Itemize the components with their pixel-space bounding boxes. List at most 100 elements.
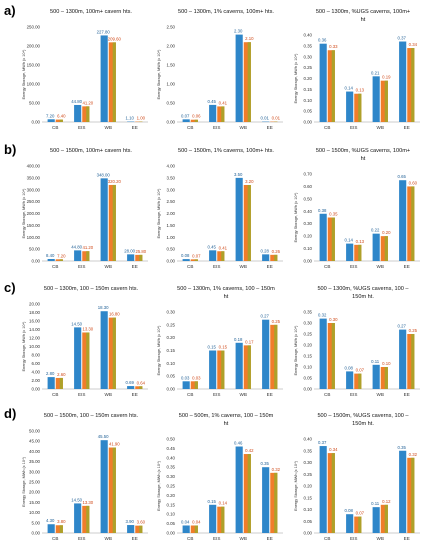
x-category-label: WB <box>105 536 112 541</box>
y-tick-label: 0.05 <box>303 376 312 381</box>
data-label-series-1: 0.28 <box>260 248 269 253</box>
y-tick-label: 0.35 <box>303 43 312 48</box>
chart-title-line: 500 – 500m, 1% caverns, 100 – 150m <box>179 413 274 419</box>
data-label-series-1: 0.07 <box>181 113 190 118</box>
x-category-label: EE <box>132 392 138 397</box>
bar-series-3 <box>247 454 251 533</box>
chart-panel-7: 500 – 1300m, 100 – 150m cavern hts. 0.00 2… <box>22 286 148 397</box>
y-tick-label: 0.00 <box>166 387 175 392</box>
bar-series-2 <box>108 317 116 389</box>
bar-series-1 <box>372 76 380 122</box>
y-tick-label: 2.00 <box>166 211 175 216</box>
x-category-label: WB <box>105 392 112 397</box>
bar-series-2 <box>270 254 278 261</box>
x-category-label: WB <box>240 392 247 397</box>
data-label-series-2: 0.25 <box>409 328 418 333</box>
chart-panel-10: 500 – 1500m, 100 – 150m cavern hts. 0.00 5… <box>22 413 148 541</box>
bar-series-2 <box>55 525 63 533</box>
y-tick-label: 350.00 <box>27 175 41 180</box>
data-label-series-2: 0.41 <box>219 245 228 250</box>
data-label-series-1: 0.35 <box>260 461 269 466</box>
bar-series-1 <box>235 446 243 533</box>
bar-series-2 <box>190 259 198 261</box>
y-tick-label: 0.00 <box>166 531 175 536</box>
data-label-series-1: 14.50 <box>71 497 82 502</box>
y-tick-label: 0.00 <box>31 259 40 264</box>
y-tick-label: 0.25 <box>303 472 312 477</box>
bar-series-1 <box>182 381 190 389</box>
bar-series-1 <box>100 178 108 261</box>
y-tick-label: 12.00 <box>29 336 41 341</box>
x-category-label: EE <box>267 536 273 541</box>
chart-title-line: ht <box>361 17 366 23</box>
data-label-series-1: 0.36 <box>318 38 327 43</box>
x-category-label: EIS <box>78 264 85 269</box>
bar-series-2 <box>270 324 278 389</box>
x-category-label: EE <box>404 392 410 397</box>
row-label-a: a) <box>4 3 16 18</box>
y-tick-label: 1.50 <box>166 223 175 228</box>
bar-series-2 <box>217 251 225 261</box>
data-label-series-2: 13.30 <box>82 500 93 505</box>
bar-series-2 <box>327 50 335 122</box>
bar-series-3 <box>411 186 415 261</box>
data-label-series-2: 0.04 <box>192 519 201 524</box>
y-axis-label: Energy Storage, MWh (x 10⁴) <box>22 49 26 99</box>
data-label-series-1: 0.15 <box>207 345 216 350</box>
x-category-label: EE <box>404 125 410 130</box>
bar-series-1 <box>346 514 354 533</box>
y-tick-label: 0.00 <box>303 387 312 392</box>
bar-series-3 <box>358 373 362 389</box>
data-label-series-2: 0.41 <box>219 100 228 105</box>
chart-title-line: 500 – 1300m, %UGS caverns, 100m+ <box>316 9 410 15</box>
x-category-label: WB <box>105 125 112 130</box>
bar-series-3 <box>221 251 225 261</box>
bar-series-2 <box>108 447 116 533</box>
bar-series-1 <box>47 377 55 389</box>
bar-series-1 <box>235 34 243 122</box>
bar-series-3 <box>411 334 415 389</box>
y-tick-label: 0.00 <box>303 531 312 536</box>
x-category-label: EIS <box>213 125 220 130</box>
bar-series-2 <box>243 454 251 533</box>
x-category-label: EIS <box>78 536 85 541</box>
bar-series-2 <box>243 42 251 123</box>
bar-series-2 <box>327 323 335 389</box>
x-category-label: CB <box>324 264 330 269</box>
chart-panel-6: 500 – 1500m, %UGS caverns, 100m+ ht 0.00 0.… <box>294 148 420 269</box>
x-category-label: EE <box>404 536 410 541</box>
data-label-series-1: 0.08 <box>181 253 190 258</box>
bar-series-2 <box>354 373 362 389</box>
x-category-label: CB <box>52 392 58 397</box>
y-axis-label: Energy Storage, MWh (x 10⁴) <box>22 188 26 238</box>
y-tick-label: 1.50 <box>166 63 175 68</box>
bar-series-3 <box>139 525 143 533</box>
bar-series-1 <box>319 213 327 261</box>
y-tick-label: 4.00 <box>166 164 175 169</box>
y-tick-label: 200.00 <box>27 44 41 49</box>
y-tick-label: 30.00 <box>29 469 41 474</box>
chart-title-line: 500 – 1500m, %UGS caverns, 100m+ <box>316 148 410 154</box>
bar-series-2 <box>135 254 143 261</box>
x-category-label: CB <box>187 264 193 269</box>
bar-series-2 <box>354 93 362 122</box>
bar-series-1 <box>262 319 270 389</box>
bar-series-3 <box>274 254 278 261</box>
data-label-series-2: 16.80 <box>109 312 120 317</box>
data-label-series-2: 0.12 <box>382 499 391 504</box>
y-tick-label: 0.00 <box>166 259 175 264</box>
chart-panel-12: 500 – 1500m, %UGS caverns, 100 – 150m ht.… <box>294 413 420 541</box>
bar-series-3 <box>139 254 143 261</box>
y-tick-label: 0.15 <box>166 348 175 353</box>
bar-series-1 <box>262 254 270 261</box>
x-category-label: WB <box>377 536 384 541</box>
y-tick-label: 0.20 <box>303 234 312 239</box>
data-label-series-2: 0.14 <box>219 501 228 506</box>
bar-series-1 <box>399 41 407 122</box>
y-tick-label: 16.00 <box>29 319 41 324</box>
y-tick-label: 0.00 <box>31 120 40 125</box>
bar-series-3 <box>247 345 251 389</box>
bar-series-3 <box>358 516 362 533</box>
x-category-label: CB <box>187 125 193 130</box>
bar-series-2 <box>380 367 388 389</box>
